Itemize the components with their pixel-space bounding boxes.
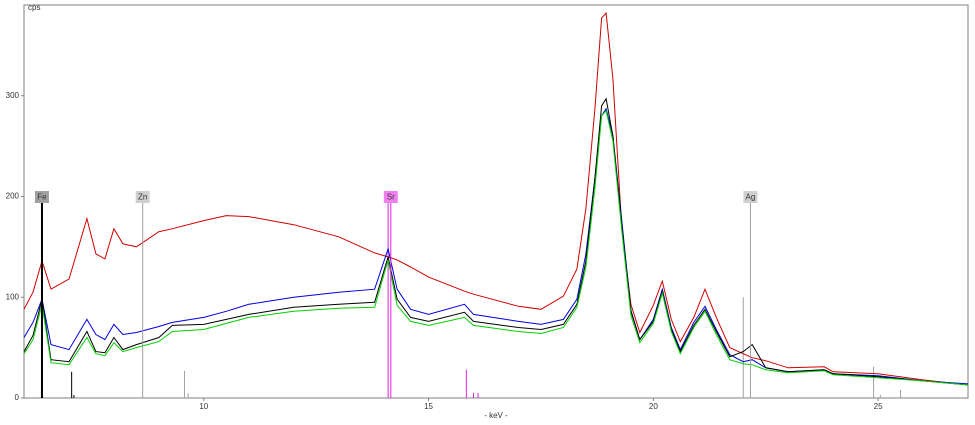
x-tick-label: 25 [874, 402, 883, 411]
spectrum-line [23, 109, 969, 386]
y-tick-label: 300 [6, 91, 20, 100]
x-tick-label: 15 [424, 402, 433, 411]
element-label-box [135, 191, 150, 203]
y-tick-label: 100 [6, 292, 20, 301]
x-tick-label: 20 [649, 402, 658, 411]
spectrum-line [23, 11, 969, 386]
y-axis-label: cps [28, 3, 40, 12]
element-label-box [743, 191, 758, 203]
plot-frame [23, 4, 969, 399]
element-label: Fe [37, 193, 47, 202]
element-label-box [34, 191, 49, 203]
element-label: Zn [138, 193, 147, 202]
spectrum-line [23, 97, 969, 386]
element-label: Sr [387, 193, 395, 202]
x-axis-label: - keV - [484, 411, 508, 420]
x-tick-label: 10 [199, 402, 208, 411]
y-tick-label: 0 [15, 393, 20, 402]
element-label: Ag [746, 193, 756, 202]
spectrum-line [23, 107, 969, 385]
y-tick-label: 200 [6, 192, 20, 201]
element-label-box [383, 191, 398, 203]
